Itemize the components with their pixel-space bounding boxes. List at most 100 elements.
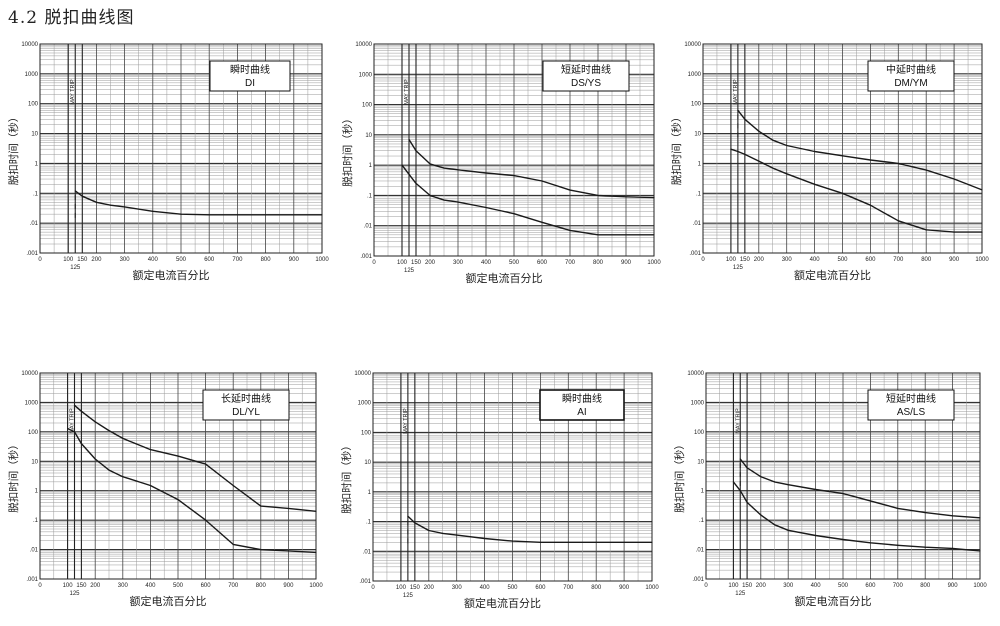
data-point bbox=[744, 118, 746, 120]
data-point bbox=[511, 540, 514, 542]
data-point bbox=[739, 458, 741, 460]
x-tick-label: 700 bbox=[563, 585, 574, 591]
curve-subtitle: DL/YL bbox=[232, 407, 260, 418]
data-point bbox=[758, 160, 760, 162]
trip-curve-series-1 bbox=[739, 458, 981, 519]
may-trip-label: MAY TRIP bbox=[404, 79, 410, 105]
x-tick-label: 1000 bbox=[647, 260, 661, 266]
data-point bbox=[73, 431, 76, 433]
section-heading: 4.2 脱扣曲线图 bbox=[8, 8, 135, 28]
data-point bbox=[541, 180, 543, 182]
may-trip-label: MAY TRIP bbox=[733, 79, 739, 105]
data-point bbox=[773, 481, 776, 483]
x-tick-label: 300 bbox=[118, 583, 129, 589]
data-point bbox=[897, 220, 899, 222]
y-tick-label: 10000 bbox=[687, 371, 704, 377]
data-point bbox=[236, 214, 238, 216]
data-point bbox=[94, 421, 96, 423]
y-tick-label: 1 bbox=[698, 161, 702, 167]
y-tick-label: .001 bbox=[692, 577, 704, 583]
plot-frame bbox=[372, 372, 653, 582]
data-point bbox=[484, 537, 486, 540]
y-tick-label: .001 bbox=[26, 251, 38, 257]
x-tick-label: 600 bbox=[537, 260, 548, 266]
x-tick-label-125: 125 bbox=[403, 593, 414, 599]
data-point bbox=[772, 167, 774, 169]
y-tick-label: 10 bbox=[694, 132, 701, 138]
curve-label-box: 长延时曲线 DL/YL bbox=[202, 389, 290, 421]
y-tick-label: .1 bbox=[33, 518, 39, 524]
x-tick-label: 0 bbox=[38, 583, 42, 589]
data-point bbox=[787, 529, 789, 531]
plot-frame bbox=[373, 43, 655, 257]
x-axis-title: 额定电流百分比 bbox=[464, 596, 541, 610]
curve-subtitle: DS/YS bbox=[571, 78, 601, 89]
data-point bbox=[315, 510, 317, 512]
curve-label-frame bbox=[202, 389, 290, 421]
data-point bbox=[177, 498, 179, 501]
y-tick-label: .1 bbox=[33, 191, 39, 197]
x-tick-label: 500 bbox=[837, 257, 848, 263]
data-point bbox=[541, 221, 543, 223]
data-point bbox=[539, 541, 542, 543]
x-tick-label: 1000 bbox=[315, 257, 329, 263]
x-tick-label: 700 bbox=[893, 583, 904, 589]
trip-curve-series-1 bbox=[74, 190, 322, 216]
curve-label-frame bbox=[867, 60, 955, 92]
x-tick-label: 400 bbox=[811, 583, 822, 589]
curve-label-frame bbox=[542, 60, 630, 92]
x-tick-label: 1000 bbox=[975, 257, 989, 263]
x-tick-label: 300 bbox=[452, 585, 463, 591]
x-axis-title: 额定电流百分比 bbox=[130, 594, 207, 608]
curve-label-box: 短延时曲线 AS/LS bbox=[867, 389, 955, 421]
data-point bbox=[415, 182, 417, 184]
y-axis-title: 脱扣时间（秒） bbox=[7, 439, 20, 513]
curve-label-box: 中延时曲线 DM/YM bbox=[867, 60, 955, 92]
data-point bbox=[737, 109, 739, 111]
y-tick-label: 1000 bbox=[688, 72, 702, 78]
x-tick-label: 800 bbox=[256, 583, 267, 589]
data-point bbox=[869, 204, 872, 206]
x-tick-label: 900 bbox=[283, 583, 294, 589]
curve-subtitle: DM/YM bbox=[894, 78, 927, 89]
y-axis-title: 脱扣时间（秒） bbox=[670, 112, 683, 186]
y-tick-label: 1 bbox=[35, 489, 39, 495]
data-point bbox=[177, 455, 179, 457]
data-point bbox=[293, 214, 295, 216]
data-point bbox=[321, 214, 323, 216]
x-tick-label: 700 bbox=[232, 257, 243, 263]
data-point bbox=[842, 492, 844, 495]
x-tick-label: 200 bbox=[91, 257, 102, 263]
data-point bbox=[569, 189, 571, 191]
data-point bbox=[124, 206, 126, 208]
y-tick-label: .001 bbox=[689, 251, 701, 257]
y-tick-label: 10000 bbox=[354, 371, 371, 377]
data-point bbox=[457, 169, 459, 171]
y-tick-label: 100 bbox=[28, 430, 39, 436]
y-axis-title: 脱扣时间（秒） bbox=[7, 112, 20, 186]
data-point bbox=[567, 541, 569, 543]
data-point bbox=[814, 183, 816, 185]
y-tick-label: 100 bbox=[694, 430, 705, 436]
y-axis-title: 脱扣时间（秒） bbox=[673, 439, 686, 513]
x-tick-label: 400 bbox=[481, 260, 492, 266]
x-tick-label: 400 bbox=[145, 583, 156, 589]
y-tick-label: .001 bbox=[360, 254, 372, 260]
data-point bbox=[232, 484, 234, 487]
y-tick-label: .01 bbox=[30, 548, 39, 554]
x-tick-label: 600 bbox=[865, 583, 876, 589]
x-tick-label: 150 bbox=[410, 585, 421, 591]
may-trip-label: MAY TRIP bbox=[70, 408, 76, 434]
y-tick-label: 1000 bbox=[691, 400, 705, 406]
x-tick-label: 1000 bbox=[309, 583, 323, 589]
x-tick-label: 150 bbox=[76, 583, 87, 589]
x-tick-label: 900 bbox=[621, 260, 632, 266]
curve-label-box: 短延时曲线 DS/YS bbox=[542, 60, 630, 92]
data-point bbox=[815, 488, 817, 491]
x-tick-label: 800 bbox=[921, 257, 932, 263]
data-point bbox=[485, 172, 487, 174]
x-tick-label: 600 bbox=[204, 257, 215, 263]
x-tick-label: 500 bbox=[838, 583, 849, 589]
